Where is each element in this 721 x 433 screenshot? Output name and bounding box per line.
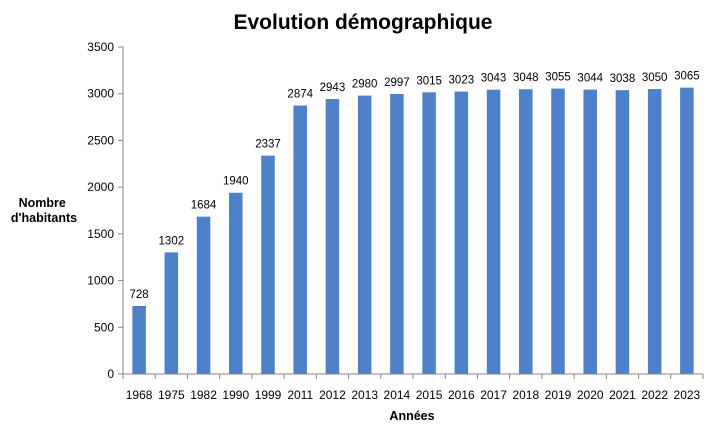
bar-1968	[132, 305, 146, 374]
data-label-1982: 1684	[191, 200, 217, 212]
data-label-2012: 2943	[320, 82, 346, 94]
bar-1975	[164, 252, 179, 374]
bar-2018	[519, 89, 533, 375]
data-label-2022: 3050	[642, 72, 668, 84]
x-tick-label-2018: 2018	[512, 388, 539, 402]
data-label-2021: 3038	[610, 73, 636, 85]
bar-2012	[325, 99, 340, 375]
x-tick-label-1999: 1999	[255, 388, 282, 402]
x-tick-label-2017: 2017	[480, 388, 507, 402]
bar-2017	[486, 89, 501, 375]
x-tick-label-2013: 2013	[351, 388, 378, 402]
data-label-2018: 3048	[513, 72, 539, 84]
y-tick-label: 1500	[87, 227, 114, 241]
x-tick-label-2019: 2019	[545, 388, 572, 402]
bar-1999	[261, 155, 275, 374]
bar-2021	[615, 90, 630, 374]
x-tick-label-2023: 2023	[674, 388, 701, 402]
bar-2022	[647, 89, 662, 375]
x-tick-label-2012: 2012	[319, 388, 346, 402]
data-label-2015: 3015	[416, 75, 442, 87]
data-labels: 728 1302 1684 1940 2337 2874 2943 2980 2997 3015 3…	[130, 71, 700, 301]
bar-2015	[422, 92, 436, 374]
y-axis-title-line-2: d'habitants	[11, 211, 77, 225]
y-tick-label: 500	[94, 320, 114, 334]
x-tick-label-2011: 2011	[287, 388, 313, 402]
bar-1990	[229, 192, 243, 374]
x-tick-label-2020: 2020	[577, 388, 604, 402]
x-tick-label-2016: 2016	[448, 388, 475, 402]
y-axis-title: Nombre d'habitants	[11, 196, 77, 225]
y-axis-title-line-1: Nombre	[19, 196, 66, 210]
data-label-2016: 3023	[449, 75, 475, 87]
bar-1982	[196, 216, 211, 374]
x-tick-label-1975: 1975	[158, 388, 185, 402]
data-label-2023: 3065	[674, 71, 700, 83]
data-label-2014: 2997	[384, 77, 410, 89]
x-tick-label-2021: 2021	[609, 388, 636, 402]
y-tick-label: 3000	[87, 87, 114, 101]
x-tick-label-1982: 1982	[190, 388, 217, 402]
data-label-2019: 3055	[545, 72, 571, 84]
y-tick-label: 2500	[87, 133, 114, 147]
bar-2016	[454, 91, 469, 374]
y-tick-label: 0	[107, 367, 114, 381]
x-tick-label-1990: 1990	[222, 388, 249, 402]
bar-2014	[390, 93, 404, 374]
bar-series	[132, 87, 694, 375]
y-axis: 0 500 1000 1500 2000 2500 3000 3500	[87, 40, 124, 381]
data-label-1975: 1302	[159, 235, 185, 247]
data-label-1968: 728	[130, 289, 149, 301]
data-label-1990: 1940	[223, 176, 249, 188]
x-tick-label-2014: 2014	[384, 388, 411, 402]
x-axis-title: Années	[389, 409, 434, 423]
x-tick-label-2015: 2015	[416, 388, 443, 402]
data-label-2017: 3043	[481, 73, 507, 85]
data-label-2011: 2874	[287, 88, 313, 100]
x-tick-label-2022: 2022	[641, 388, 668, 402]
y-tick-label: 1000	[87, 274, 114, 288]
data-label-2013: 2980	[352, 79, 378, 91]
bar-2020	[583, 89, 597, 375]
bar-2023	[680, 87, 694, 375]
x-tick-label-1968: 1968	[126, 388, 153, 402]
y-tick-label: 2000	[87, 180, 114, 194]
y-tick-label: 3500	[87, 40, 114, 54]
chart-title: Evolution démographique	[233, 11, 492, 34]
data-label-1999: 2337	[255, 139, 281, 151]
bar-2013	[357, 95, 372, 374]
bar-2011	[293, 105, 307, 375]
x-axis: 1968 1975 1982 1990 1999 2011 2012 2013 2014 2015…	[122, 373, 704, 402]
data-label-2020: 3044	[577, 73, 603, 85]
bar-2019	[551, 88, 565, 374]
